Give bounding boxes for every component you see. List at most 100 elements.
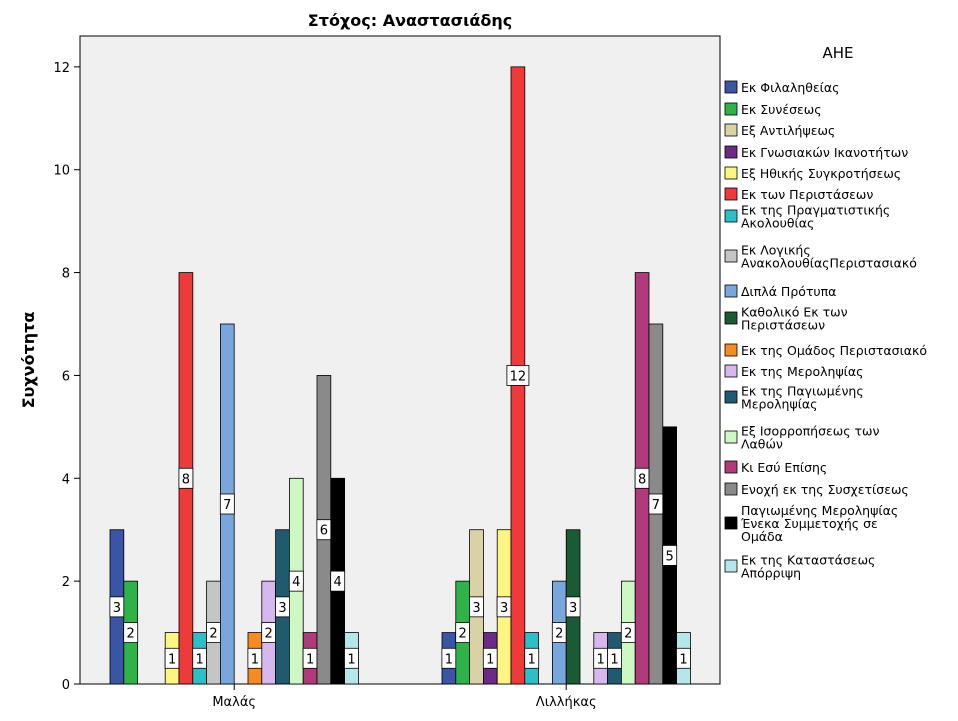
legend-label: Εκ της Παγιωμένης (741, 384, 864, 399)
data-label: 1 (597, 652, 605, 667)
y-axis-label: Συχνότητα (19, 312, 38, 409)
data-label: 1 (168, 652, 176, 667)
data-label: 4 (292, 575, 300, 590)
data-label: 1 (486, 652, 494, 667)
data-label: 6 (320, 524, 328, 539)
legend-swatch (724, 482, 738, 496)
data-label-box (662, 545, 678, 566)
legend-label: Απόρριψη (741, 566, 801, 581)
y-tick-label: 4 (62, 472, 70, 487)
data-label-box (288, 570, 304, 592)
legend-label: Εκ Συνέσεως (741, 102, 822, 117)
data-label-box (344, 647, 359, 669)
data-label: 1 (679, 652, 687, 667)
legend-label: Εκ της Ομάδος Περιστασιακό (741, 343, 927, 358)
legend-swatch (724, 145, 738, 159)
legend-swatch (724, 284, 738, 298)
chart-title: Στόχος: Αναστασιάδης (308, 11, 512, 30)
data-label: 3 (278, 601, 286, 616)
legend-swatch (724, 430, 738, 444)
data-label: 1 (196, 652, 204, 667)
y-tick-label: 10 (53, 164, 70, 179)
data-label: 8 (182, 472, 190, 487)
legend-label: Εκ της Μεροληψίας (741, 364, 864, 379)
legend-label: Περιστάσεων (741, 318, 825, 333)
data-label: 7 (652, 498, 660, 513)
data-label-box (524, 647, 540, 669)
data-label: 1 (445, 652, 453, 667)
data-label: 3 (113, 601, 121, 616)
data-label: 3 (472, 601, 480, 616)
data-label-box (676, 647, 691, 669)
y-tick-label: 2 (62, 575, 70, 590)
legend-swatch (724, 559, 738, 573)
data-label-box (565, 596, 581, 618)
data-label: 2 (459, 627, 467, 642)
legend-swatch (724, 364, 738, 378)
legend-label: Ακολουθίας (741, 216, 814, 231)
legend-label: Ομάδα (741, 529, 783, 544)
legend-swatch (724, 102, 738, 116)
legend-label: Εκ Φιλαληθείας (741, 80, 839, 95)
legend-label: Εκ Λογικής (741, 243, 811, 258)
data-label: 1 (251, 652, 259, 667)
data-label: 1 (306, 652, 314, 667)
x-category-label: Μαλάς (212, 695, 256, 710)
legend-swatch (724, 311, 738, 325)
data-label: 1 (610, 652, 618, 667)
legend-swatch (724, 249, 738, 263)
legend-swatch (724, 80, 738, 94)
data-label: 2 (624, 627, 632, 642)
data-label: 2 (127, 627, 135, 642)
data-label-box (506, 365, 530, 386)
legend-label: Εξ Ισορροπήσεως των (741, 424, 880, 439)
legend-label: ΑνακολουθίαςΠεριστασιακό (741, 256, 917, 271)
data-label: 5 (666, 549, 674, 564)
legend-swatch (724, 209, 738, 223)
legend-label: Εξ Αντιλήψεως (741, 123, 835, 138)
legend-label: Εκ των Περιστάσεων (741, 187, 873, 202)
legend-label: Λαθών (741, 437, 783, 452)
legend-label: Διπλά Πρότυπα (741, 284, 836, 299)
y-tick-label: 6 (62, 369, 70, 384)
legend-label: Ένεκα Συμμετοχής σε (740, 516, 878, 531)
legend-title: ΑΗΕ (822, 44, 853, 62)
data-label: 2 (265, 627, 273, 642)
legend-swatch (724, 123, 738, 137)
data-label-box (219, 493, 235, 515)
y-tick-label: 8 (62, 267, 70, 282)
data-label: 2 (555, 627, 563, 642)
legend: ΑΗΕ Εκ Φιλαληθείας Εκ Συνέσεως Εξ Αντιλήψε… (724, 44, 927, 581)
legend-swatch (724, 343, 738, 357)
data-label: 8 (638, 472, 646, 487)
data-label: 3 (569, 601, 577, 616)
x-axis: Μαλάς Λιλλήκας (212, 684, 597, 710)
legend-label: Ενοχή εκ της Συσχετίσεως (741, 482, 909, 497)
legend-label: Εκ της Καταστάσεως (741, 553, 875, 568)
legend-label: Μεροληψίας (741, 397, 818, 412)
data-label: 2 (209, 627, 217, 642)
legend-label: Παγιωμένης Μεροληψίας (741, 503, 898, 518)
data-label: 4 (334, 575, 342, 590)
data-label: 12 (510, 369, 527, 384)
legend-label: Κι Εσύ Επίσης (741, 460, 827, 475)
legend-swatch (724, 460, 738, 474)
legend-swatch (724, 516, 738, 530)
data-label: 1 (347, 652, 355, 667)
data-label-box (178, 467, 194, 489)
y-axis: 0 2 4 6 8 10 12 (53, 61, 80, 693)
data-label: 1 (528, 652, 536, 667)
legend-label: Εκ της Πραγματιστικής (741, 203, 890, 218)
y-tick-label: 0 (62, 678, 70, 693)
legend-swatch (724, 390, 738, 404)
legend-label: Καθολικό Εκ των (741, 305, 848, 320)
legend-label: Εξ Ηθικής Συγκροτήσεως (741, 166, 901, 181)
data-label-box (123, 622, 139, 643)
legend-swatch (724, 187, 738, 201)
legend-swatch (724, 166, 738, 180)
x-category-label: Λιλλήκας (536, 695, 597, 710)
data-label: 7 (223, 498, 231, 513)
